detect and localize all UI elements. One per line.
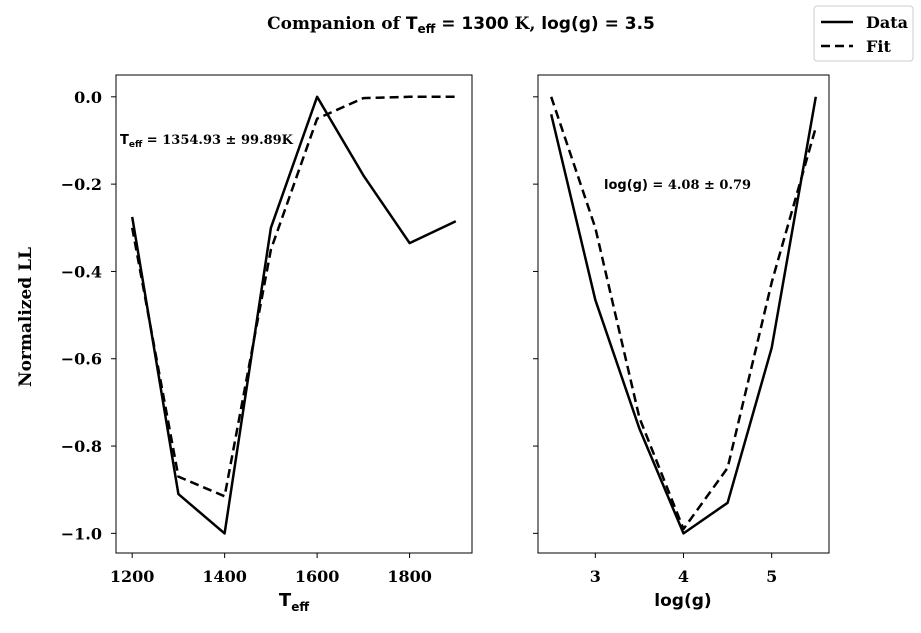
teff-plot-frame — [115, 74, 473, 554]
teff-fit-line — [130, 95, 456, 498]
teff-data-line — [130, 95, 457, 535]
legend-data-label: Data — [866, 13, 908, 32]
teff-x-axis-label: Teff — [279, 590, 309, 614]
logg-xticks: 3 4 5 — [590, 553, 777, 586]
logg-data-line — [549, 96, 818, 535]
logg-fit-line — [550, 96, 818, 531]
figure-title: Companion of Teff = 1300 K, log(g) = 3.5 — [267, 14, 655, 36]
teff-panel: 0.0 −0.2 −0.4 −0.6 −0.8 −1.0 1200 1400 1600 1800… — [61, 74, 473, 614]
logg-x-axis-label: log(g) — [654, 591, 711, 611]
legend: Data Fit — [813, 5, 914, 62]
logg-panel: 3 4 5 log(g) = 4.08 ± 0.79 log(g) — [533, 74, 830, 611]
teff-annotation: Teff = 1354.93 ± 99.89K — [120, 133, 294, 150]
teff-series-data — [130, 95, 457, 535]
teff-xtick-label: 1600 — [295, 567, 340, 586]
logg-xtick-label: 4 — [678, 567, 689, 586]
teff-ytick-label: −0.8 — [61, 437, 102, 456]
teff-ytick-label: −0.6 — [61, 350, 102, 369]
teff-ytick-label: −0.4 — [61, 262, 102, 281]
logg-xtick-label: 5 — [766, 567, 777, 586]
teff-ytick-label: −0.2 — [61, 175, 102, 194]
teff-ytick-labels: 0.0 −0.2 −0.4 −0.6 −0.8 −1.0 — [61, 88, 116, 543]
logg-series-data — [549, 96, 818, 535]
logg-annotation: log(g) = 4.08 ± 0.79 — [604, 178, 751, 193]
teff-series-fit — [130, 95, 456, 498]
teff-xticks: 1200 1400 1600 1800 — [110, 553, 432, 586]
logg-yticks — [533, 96, 538, 534]
logg-plot-frame — [537, 74, 830, 554]
teff-xtick-label: 1200 — [110, 567, 155, 586]
y-axis-label: Normalized LL — [16, 247, 36, 387]
logg-series-fit — [550, 96, 818, 531]
teff-xtick-label: 1400 — [202, 567, 247, 586]
teff-ytick-label: −1.0 — [61, 524, 102, 543]
legend-fit-label: Fit — [866, 37, 891, 56]
teff-xtick-label: 1800 — [387, 567, 432, 586]
teff-ytick-label: 0.0 — [74, 88, 102, 107]
logg-xtick-label: 3 — [590, 567, 601, 586]
